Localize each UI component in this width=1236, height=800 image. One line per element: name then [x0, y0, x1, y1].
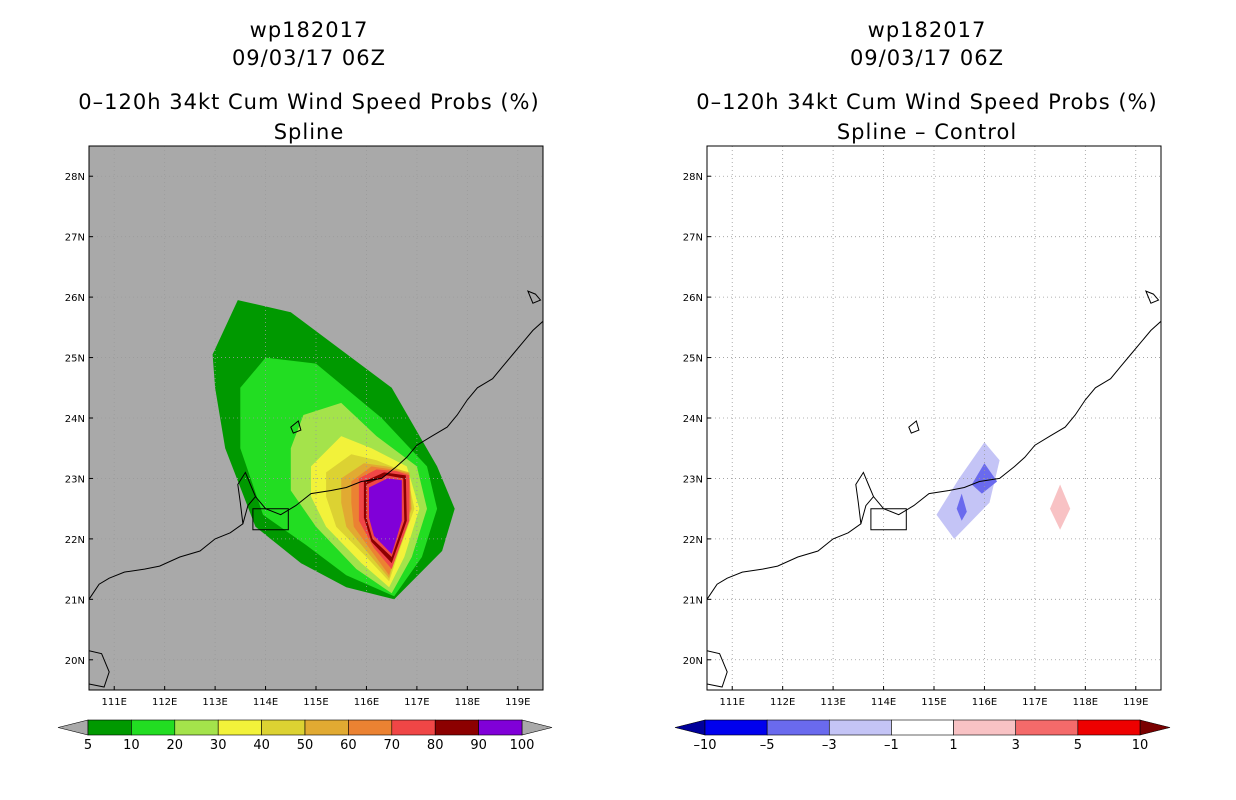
colorbar-swatch-5 [304, 719, 349, 736]
panel-1-y-tick-20N: 20N [65, 656, 85, 667]
panel-2-x-tick-113E: 113E [820, 697, 845, 708]
panel-2-coastline [707, 290, 1161, 688]
panel-1-y-tick-21N: 21N [65, 595, 85, 606]
colorbar-swatch-7 [391, 719, 436, 736]
panel-1: 111E 112E 113E 114E 115E 116E 117E 118E 119E 20N 2… [57, 145, 553, 753]
panel-1-title-line-2: 09/03/17 06Z [231, 46, 387, 70]
panel-1-colorbar: 5 10 20 30 40 50 60 70 80 90 100 [57, 719, 553, 753]
colorbar-swatch-1 [766, 719, 830, 736]
panel-1-title-line-4: Spline [273, 120, 345, 144]
colorbar-swatch-8 [434, 719, 479, 736]
colorbar-label-4: 1 [949, 738, 957, 753]
panel-1-coastline [89, 290, 543, 688]
panel-2-x-tick-118E: 118E [1073, 697, 1098, 708]
panel-2-y-tick-25N: 25N [683, 354, 703, 365]
panel-1-y-tick-24N: 24N [65, 414, 85, 425]
panel-2-contour-1 [1050, 484, 1071, 530]
panel-1-y-tick-26N: 26N [65, 293, 85, 304]
colorbar-swatch-0 [87, 719, 132, 736]
colorbar-label-3: 30 [210, 738, 227, 753]
panel-1-y-tick-25N: 25N [65, 354, 85, 365]
panel-2-x-tick-117E: 117E [1022, 697, 1047, 708]
colorbar-label-7: 10 [1132, 738, 1149, 753]
panel-2-x-tick-111E: 111E [720, 697, 745, 708]
colorbar-label-9: 90 [470, 738, 487, 753]
colorbar-swatch-0 [704, 719, 768, 736]
colorbar-end-left [57, 719, 89, 736]
panel-1-x-tick-116E: 116E [354, 697, 379, 708]
colorbar-swatch-2 [828, 719, 892, 736]
panel-1-x-tick-113E: 113E [202, 697, 227, 708]
colorbar-end-left [674, 719, 706, 736]
panel-2-y-tick-23N: 23N [683, 474, 703, 485]
colorbar-end-right [521, 719, 553, 736]
colorbar-label-0: –10 [693, 738, 716, 753]
colorbar-end-right [1139, 719, 1171, 736]
panel-2-y-tick-20N: 20N [683, 656, 703, 667]
colorbar-swatch-3 [891, 719, 954, 736]
panel-1-y-tick-22N: 22N [65, 535, 85, 546]
panel-1-grid [89, 146, 543, 690]
panel-2-x-tick-115E: 115E [921, 697, 946, 708]
panel-2-y-tick-26N: 26N [683, 293, 703, 304]
colorbar-swatch-9 [478, 719, 523, 736]
panel-2-title-line-1: wp182017 [867, 18, 987, 42]
panel-1-title-line-1: wp182017 [249, 18, 369, 42]
colorbar-swatch-1 [131, 719, 176, 736]
colorbar-label-7: 70 [384, 738, 401, 753]
panel-2-title-line-3: 0–120h 34kt Cum Wind Speed Probs (%) [696, 90, 1158, 114]
colorbar-label-10: 100 [510, 738, 535, 753]
colorbar-label-6: 60 [340, 738, 357, 753]
panel-1-x-tick-114E: 114E [253, 697, 278, 708]
colorbar-swatch-6 [348, 719, 393, 736]
panel-2-y-tick-21N: 21N [683, 595, 703, 606]
panel-2-x-tick-114E: 114E [871, 697, 896, 708]
panel-1-y-tick-23N: 23N [65, 474, 85, 485]
panel-2-y-tick-27N: 27N [683, 233, 703, 244]
panel-1-x-tick-118E: 118E [455, 697, 480, 708]
panel-1-x-tick-112E: 112E [152, 697, 177, 708]
panel-1-x-tick-117E: 117E [404, 697, 429, 708]
colorbar-swatch-4 [953, 719, 1017, 736]
panel-2-y-tick-22N: 22N [683, 535, 703, 546]
colorbar-swatch-4 [261, 719, 306, 736]
panel-2-x-tick-112E: 112E [770, 697, 795, 708]
colorbar-label-2: 20 [167, 738, 184, 753]
panel-1-title-line-3: 0–120h 34kt Cum Wind Speed Probs (%) [78, 90, 540, 114]
colorbar-label-1: 10 [123, 738, 140, 753]
colorbar-swatch-2 [174, 719, 219, 736]
panel-2-colorbar: –10 –5 –3 –1 1 3 5 10 [674, 719, 1171, 753]
panel-2: 111E 112E 113E 114E 115E 116E 117E 118E 119E 20N 2… [674, 145, 1171, 753]
panel-2-title-line-2: 09/03/17 06Z [849, 46, 1005, 70]
panel-2-x-tick-119E: 119E [1123, 697, 1148, 708]
colorbar-label-2: –3 [822, 738, 837, 753]
panel-1-x-tick-111E: 111E [102, 697, 127, 708]
colorbar-label-8: 80 [427, 738, 444, 753]
colorbar-swatch-3 [217, 719, 262, 736]
panel-1-contour-100 [369, 478, 402, 554]
panel-1-x-tick-119E: 119E [505, 697, 530, 708]
colorbar-label-4: 40 [253, 738, 270, 753]
panel-2-y-tick-28N: 28N [683, 172, 703, 183]
colorbar-label-3: –1 [884, 738, 899, 753]
colorbar-swatch-6 [1077, 719, 1141, 736]
panel-2-grid [707, 146, 1161, 690]
panel-1-x-tick-115E: 115E [303, 697, 328, 708]
panel-2-title-line-4: Spline – Control [836, 120, 1018, 144]
colorbar-label-5: 50 [297, 738, 314, 753]
colorbar-label-5: 3 [1012, 738, 1020, 753]
panel-2-x-tick-116E: 116E [972, 697, 997, 708]
colorbar-label-1: –5 [760, 738, 775, 753]
colorbar-label-6: 5 [1074, 738, 1082, 753]
colorbar-swatch-5 [1015, 719, 1079, 736]
panel-2-y-tick-24N: 24N [683, 414, 703, 425]
colorbar-label-0: 5 [84, 738, 92, 753]
panel-1-y-tick-28N: 28N [65, 172, 85, 183]
panel-1-y-tick-27N: 27N [65, 233, 85, 244]
panel-2-contour-neg3 [956, 493, 967, 521]
